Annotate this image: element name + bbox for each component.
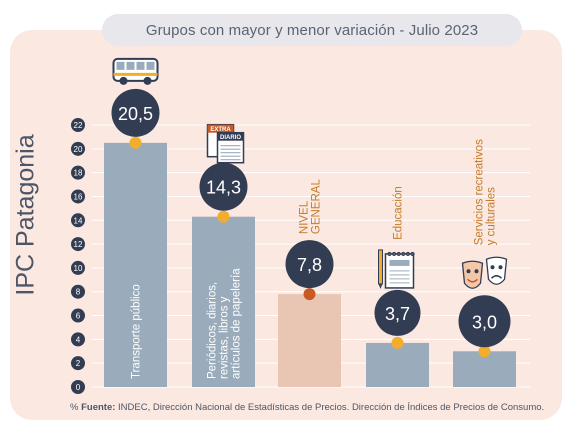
notebook-ring [405,251,410,257]
value-badge-3 [374,289,421,336]
bus-wheel [143,76,152,85]
data-label-4: 3,0 [472,312,497,332]
bus-icon [112,57,159,85]
mask-left [461,260,484,289]
category-label-line: y culturales [486,187,498,245]
y-tick-label: 14 [74,216,83,225]
paper-diario-text: DIARIO [220,135,241,141]
y-tick-marker-18 [71,165,85,180]
y-tick-marker-12 [71,237,85,252]
y-tick-marker-2 [71,356,85,371]
data-label-3: 3,7 [385,304,410,324]
pencil-tip [378,283,383,289]
mask-eye [466,269,471,274]
data-label-0: 20,5 [118,104,153,124]
category-label-line: artículos de papelería [231,268,243,379]
paper-back-header [207,124,234,133]
y-tick-marker-16 [71,189,85,204]
category-label-2: NIVEL GENERAL [299,179,323,235]
mask-eye [474,269,479,274]
source-label: Fuente: [81,402,116,413]
theater-masks-icon [461,256,508,289]
bar-2 [278,294,341,387]
data-label-1: 14,3 [206,178,241,198]
value-badge-0 [111,88,160,137]
y-tick-label: 2 [76,359,81,368]
bus-window [126,61,135,70]
mask-smile [466,278,479,283]
value-dot-2 [303,288,316,301]
category-label-line: Servicios recreativos [474,139,486,245]
category-label-line: Periódicos, diarios, [207,282,219,379]
y-tick-label: 0 [76,383,81,392]
mask-frown [490,275,503,279]
y-tick-marker-4 [71,332,85,347]
source-note: % Fuente: INDEC, Dirección Nacional de E… [70,402,544,413]
mask-eye [498,265,503,270]
category-label-line: GENERAL [311,179,323,235]
source-text: INDEC, Dirección Nacional de Estadística… [118,402,545,413]
paper-extra-text: EXTRA [210,127,231,133]
pencil-body [378,249,383,285]
notebook-ring [410,251,415,257]
category-label-line: NIVEL [299,200,311,234]
bar-1 [192,216,255,387]
y-tick-label: 22 [74,121,83,130]
bus-window [136,61,145,70]
y-tick-marker-20 [71,141,85,156]
notebook-ring [392,251,397,257]
value-badge-1 [199,162,248,211]
value-badge-4 [458,295,511,348]
y-tick-marker-14 [71,213,85,228]
value-badge-2 [285,240,334,289]
y-tick-label: 20 [74,145,83,154]
y-tick-label: 16 [74,192,83,201]
y-tick-label: 12 [74,240,83,249]
y-tick-marker-0 [71,380,85,394]
source-percent: % [70,402,79,413]
y-tick-label: 4 [76,335,81,344]
bus-wheel [119,76,128,85]
category-label-3: Educación [393,186,405,240]
category-label-line: Transporte público [131,284,143,379]
notebook-ring [387,251,392,257]
bus-stripe [113,72,158,76]
y-tick-marker-22 [71,118,85,132]
value-dot-3 [391,336,404,349]
y-tick-marker-6 [71,308,85,323]
category-label-1: Periódicos, diarios, revistas, libros y ar… [207,268,243,379]
category-label-4: Servicios recreativos y culturales [474,139,498,245]
bus-window [146,61,155,70]
notebook-ring [401,251,406,257]
newspaper-icon: EXTRA DIARIO [206,123,245,164]
bar-0 [104,142,167,387]
paper-front-header [217,132,244,141]
value-dot-0 [129,136,142,149]
mask-right [485,256,508,285]
y-tick-label: 10 [74,264,83,273]
data-label-2: 7,8 [297,255,322,275]
y-tick-label: 6 [76,312,81,321]
chart-title: Grupos con mayor y menor variación - Jul… [102,14,522,46]
y-tick-marker-8 [71,284,85,299]
notebook-ring [396,251,401,257]
y-tick-label: 8 [76,288,81,297]
notebook-icon [378,249,415,289]
bar-3 [366,342,429,387]
category-label-0: Transporte público [131,284,143,379]
mask-eye [490,265,495,270]
value-dot-1 [217,210,230,223]
category-label-line: revistas, libros y [219,296,231,379]
y-tick-label: 18 [74,169,83,178]
bus-window [116,61,125,70]
value-dot-4 [478,345,491,358]
notebook-label [389,259,410,266]
y-tick-marker-10 [71,260,85,275]
category-label-line: Educación [393,186,405,240]
